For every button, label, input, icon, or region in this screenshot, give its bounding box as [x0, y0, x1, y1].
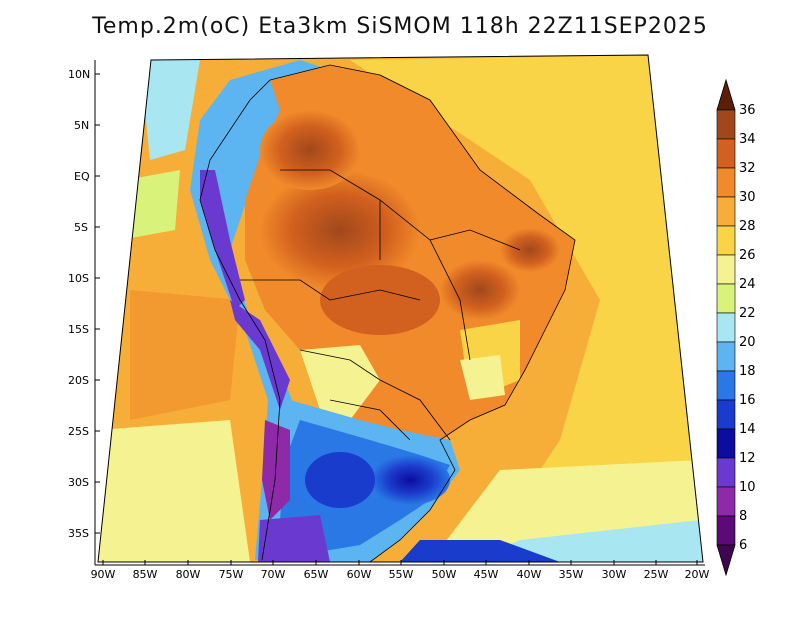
- lat-label: 20S: [68, 374, 89, 387]
- colorbar-label: 18: [739, 364, 756, 379]
- colorbar-label: 16: [739, 393, 756, 408]
- colorbar-label: 26: [739, 248, 756, 263]
- colorbar-segment: [716, 283, 736, 314]
- lon-label: 55W: [389, 568, 414, 581]
- colorbar-label: 8: [739, 509, 747, 524]
- lat-label: 5N: [74, 119, 89, 132]
- lon-label: 20W: [685, 568, 710, 581]
- lat-label: 30S: [68, 476, 89, 489]
- lon-label: 60W: [347, 568, 372, 581]
- colorbar-label: 10: [739, 480, 756, 495]
- page-title: Temp.2m(oC) Eta3km SiSMOM 118h 22Z11SEP2…: [92, 14, 708, 39]
- lat-label: 10S: [68, 272, 89, 285]
- lon-label: 85W: [133, 568, 158, 581]
- colorbar-label: 14: [739, 422, 756, 437]
- colorbar-label: 24: [739, 277, 756, 292]
- colorbar-segment: [716, 486, 736, 517]
- colorbar-segment: [716, 196, 736, 227]
- longitude-axis: 90W 85W 80W 75W 70W 65W 60W 55W 50W 45W …: [91, 568, 710, 581]
- colorbar-top-arrow: [716, 78, 736, 111]
- colorbar-label: 22: [739, 306, 756, 321]
- lon-label: 40W: [517, 568, 542, 581]
- colorbar-segment: [716, 312, 736, 343]
- colorbar-segment: [716, 370, 736, 401]
- colorbar-segment: [716, 341, 736, 372]
- lon-label: 50W: [432, 568, 457, 581]
- lon-label: 45W: [474, 568, 499, 581]
- colorbar-segment: [716, 254, 736, 285]
- colorbar-label: 32: [739, 161, 756, 176]
- lon-label: 75W: [219, 568, 244, 581]
- colorbar-segment: [716, 515, 736, 546]
- lon-label: 65W: [304, 568, 329, 581]
- colorbar-label: 36: [739, 103, 756, 118]
- colorbar-segment: [716, 399, 736, 430]
- colorbar-label: 34: [739, 132, 756, 147]
- lon-label: 80W: [176, 568, 201, 581]
- colorbar-segment: [716, 109, 736, 140]
- colorbar-segment: [716, 225, 736, 256]
- colorbar-label: 30: [739, 190, 756, 205]
- colorbar-segment: [716, 167, 736, 198]
- colorbar-segment: [716, 428, 736, 459]
- lon-label: 25W: [644, 568, 669, 581]
- lat-label: EQ: [74, 170, 90, 183]
- temperature-field: [98, 55, 703, 562]
- lon-label: 35W: [559, 568, 584, 581]
- colorbar-label: 6: [739, 538, 747, 553]
- lon-label: 70W: [261, 568, 286, 581]
- lat-label: 15S: [68, 323, 89, 336]
- lat-label: 35S: [68, 527, 89, 540]
- map-domain-border: [97, 54, 704, 563]
- colorbar-bottom-arrow: [716, 544, 736, 577]
- colorbar-segment: [716, 457, 736, 488]
- colorbar-label: 28: [739, 219, 756, 234]
- lon-label: 90W: [91, 568, 116, 581]
- lat-label: 25S: [68, 425, 89, 438]
- latitude-axis: 10N 5N EQ 5S 10S 15S 20S 25S 30S 35S: [68, 68, 90, 540]
- lat-label: 10N: [68, 68, 90, 81]
- lat-label: 5S: [74, 221, 88, 234]
- colorbar-label: 20: [739, 335, 756, 350]
- colorbar-segment: [716, 138, 736, 169]
- colorbar: 36 34 32 30 28 26 24 22 20 18 16 14 12 10 8 6: [716, 78, 756, 577]
- colorbar-label: 12: [739, 451, 756, 466]
- lon-label: 30W: [602, 568, 627, 581]
